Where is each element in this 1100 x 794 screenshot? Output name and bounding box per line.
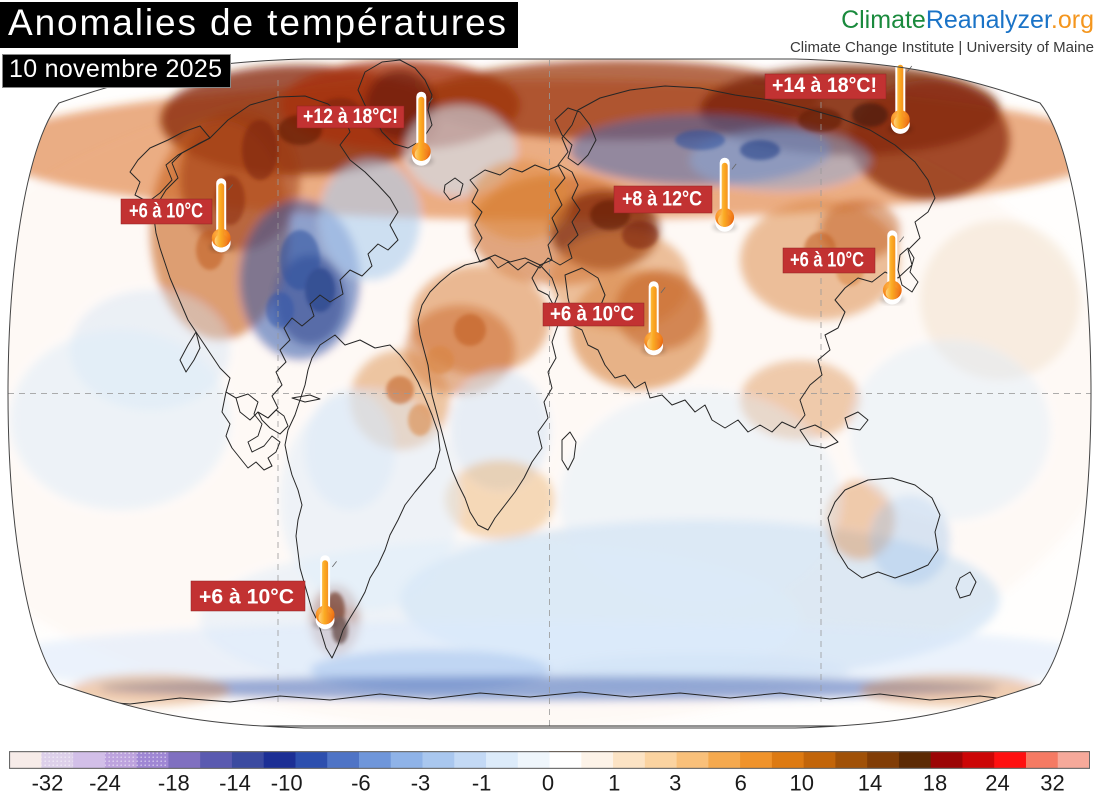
svg-text:3: 3 xyxy=(669,770,681,794)
svg-text:+6 à 10°C: +6 à 10°C xyxy=(790,249,864,272)
svg-text:-6: -6 xyxy=(351,770,371,794)
svg-text:-3: -3 xyxy=(411,770,431,794)
svg-text:+12 à 18°C!: +12 à 18°C! xyxy=(303,105,398,128)
svg-text:1: 1 xyxy=(608,770,620,794)
svg-text:-32: -32 xyxy=(32,770,64,794)
svg-text:-10: -10 xyxy=(271,770,303,794)
svg-text:+14 à 18°C!: +14 à 18°C! xyxy=(772,74,877,97)
svg-text:6: 6 xyxy=(735,770,747,794)
svg-text:18: 18 xyxy=(923,770,947,794)
svg-text:+6 à 10°C: +6 à 10°C xyxy=(129,200,203,223)
svg-text:-24: -24 xyxy=(89,770,121,794)
svg-text:10: 10 xyxy=(790,770,814,794)
svg-text:24: 24 xyxy=(985,770,1009,794)
svg-text:-18: -18 xyxy=(158,770,190,794)
svg-text:+6 à 10°C: +6 à 10°C xyxy=(550,303,634,326)
svg-text:+6 à 10°C: +6 à 10°C xyxy=(199,586,294,609)
svg-text:-14: -14 xyxy=(219,770,251,794)
svg-text:+8 à 12°C: +8 à 12°C xyxy=(622,188,702,211)
svg-text:-1: -1 xyxy=(472,770,492,794)
svg-text:14: 14 xyxy=(858,770,882,794)
svg-text:0: 0 xyxy=(542,770,554,794)
svg-text:32: 32 xyxy=(1040,770,1064,794)
